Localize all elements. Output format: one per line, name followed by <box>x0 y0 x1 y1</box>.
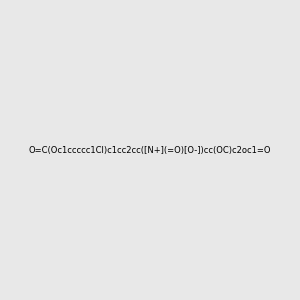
Text: O=C(Oc1ccccc1Cl)c1cc2cc([N+](=O)[O-])cc(OC)c2oc1=O: O=C(Oc1ccccc1Cl)c1cc2cc([N+](=O)[O-])cc(… <box>29 146 271 154</box>
